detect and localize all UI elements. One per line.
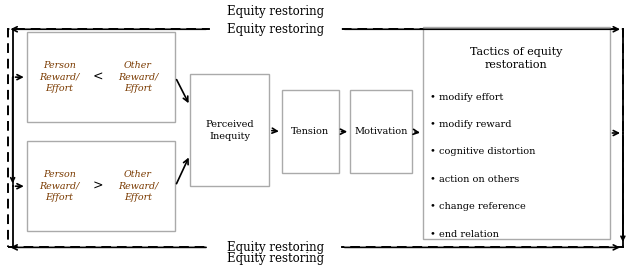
Text: Motivation: Motivation — [354, 127, 408, 136]
Bar — [190, 74, 269, 186]
Text: • modify effort: • modify effort — [430, 93, 504, 102]
Bar — [423, 27, 610, 239]
Bar — [27, 141, 175, 231]
Text: <: < — [92, 71, 103, 84]
Bar — [27, 32, 175, 122]
Text: Person
Reward/
Effort: Person Reward/ Effort — [39, 170, 80, 202]
Bar — [282, 90, 339, 173]
Text: Tension: Tension — [291, 127, 329, 136]
Text: Equity restoring: Equity restoring — [227, 6, 324, 18]
Text: >: > — [92, 180, 103, 193]
Text: Other
Reward/
Effort: Other Reward/ Effort — [118, 170, 158, 202]
Text: Person
Reward/
Effort: Person Reward/ Effort — [39, 61, 80, 93]
Text: Tactics of equity
restoration: Tactics of equity restoration — [470, 47, 562, 70]
Text: Equity restoring: Equity restoring — [227, 252, 324, 265]
Text: • end relation: • end relation — [430, 230, 499, 239]
Text: • cognitive distortion: • cognitive distortion — [430, 147, 536, 156]
Text: • change reference: • change reference — [430, 202, 526, 211]
Bar — [8, 29, 623, 247]
Bar — [350, 90, 412, 173]
Text: Perceived
Inequity: Perceived Inequity — [205, 120, 254, 141]
Text: Equity restoring: Equity restoring — [227, 241, 324, 254]
Text: • modify reward: • modify reward — [430, 120, 512, 129]
Text: Other
Reward/
Effort: Other Reward/ Effort — [118, 61, 158, 93]
Text: • action on others: • action on others — [430, 175, 520, 184]
Text: Equity restoring: Equity restoring — [227, 23, 324, 36]
